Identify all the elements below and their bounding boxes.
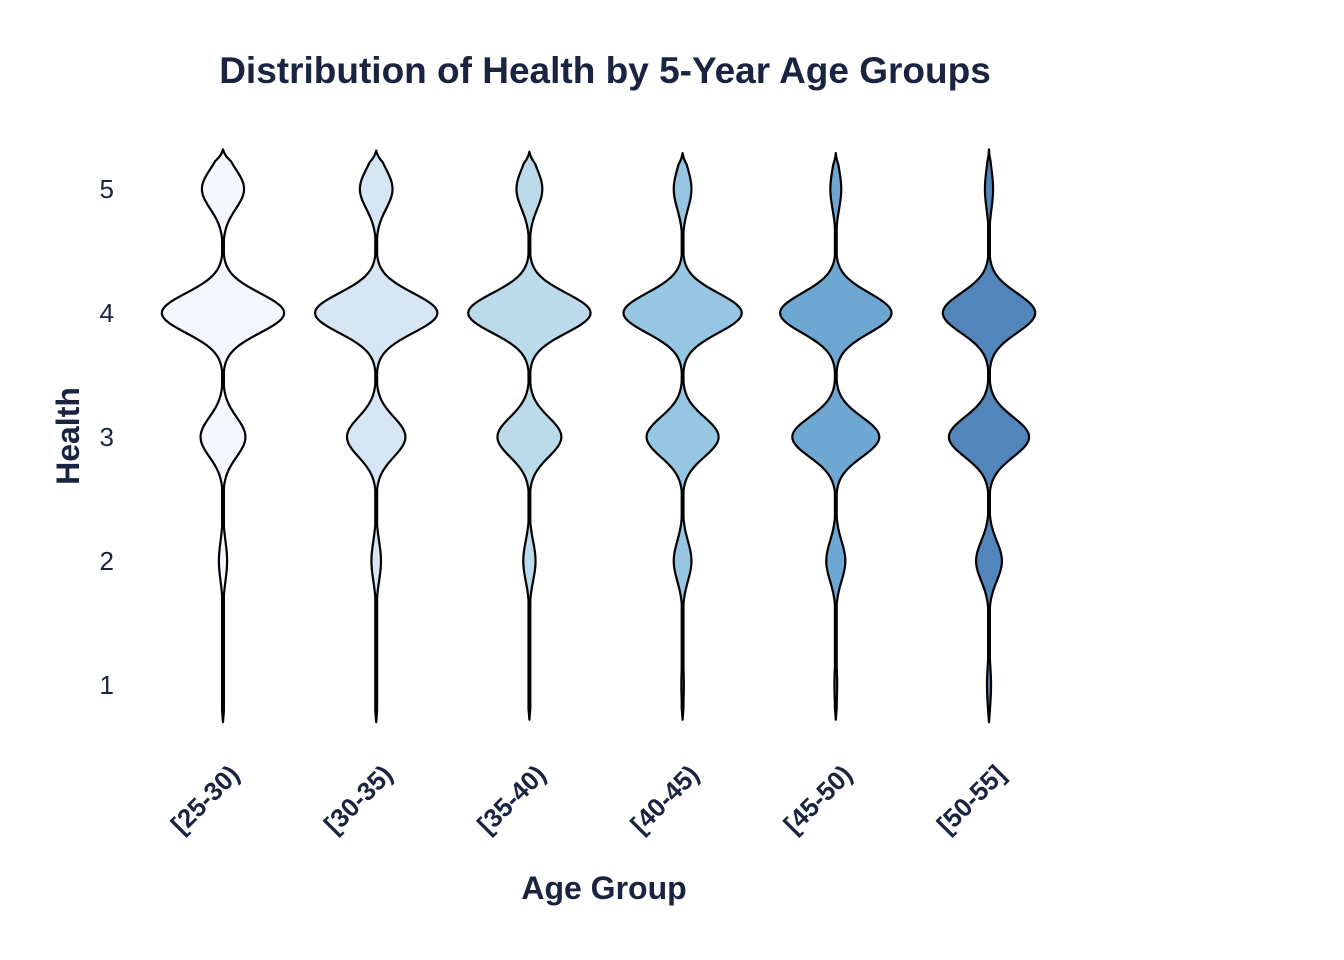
chart-title: Distribution of Health by 5-Year Age Gro… bbox=[219, 50, 991, 91]
x-tick-label: [40-45) bbox=[624, 759, 704, 839]
violin-[30-35) bbox=[313, 149, 439, 724]
x-tick-label: [45-50) bbox=[778, 759, 858, 839]
x-tick-label: [35-40) bbox=[471, 759, 551, 839]
violin-[25-30) bbox=[160, 148, 286, 724]
violin-[35-40) bbox=[467, 150, 592, 721]
x-tick-label: [30-35) bbox=[318, 759, 398, 839]
violin-plot-area bbox=[160, 148, 1037, 724]
y-tick-label: 1 bbox=[100, 670, 114, 700]
violin-[45-50) bbox=[778, 151, 893, 721]
violin-[50-55] bbox=[941, 148, 1037, 724]
y-tick-label: 5 bbox=[100, 174, 114, 204]
y-axis-ticks: 1 2 3 4 5 bbox=[100, 174, 114, 700]
y-tick-label: 4 bbox=[100, 298, 114, 328]
x-axis-label: Age Group bbox=[521, 870, 686, 906]
y-axis-label: Health bbox=[50, 387, 86, 485]
x-axis-ticks: [25-30) [30-35) [35-40) [40-45) [45-50) [50-5… bbox=[165, 759, 1011, 839]
x-tick-label: [25-30) bbox=[165, 759, 245, 839]
y-tick-label: 2 bbox=[100, 546, 114, 576]
y-tick-label: 3 bbox=[100, 422, 114, 452]
violin-[40-45) bbox=[622, 151, 743, 721]
x-tick-label: [50-55] bbox=[931, 759, 1011, 839]
